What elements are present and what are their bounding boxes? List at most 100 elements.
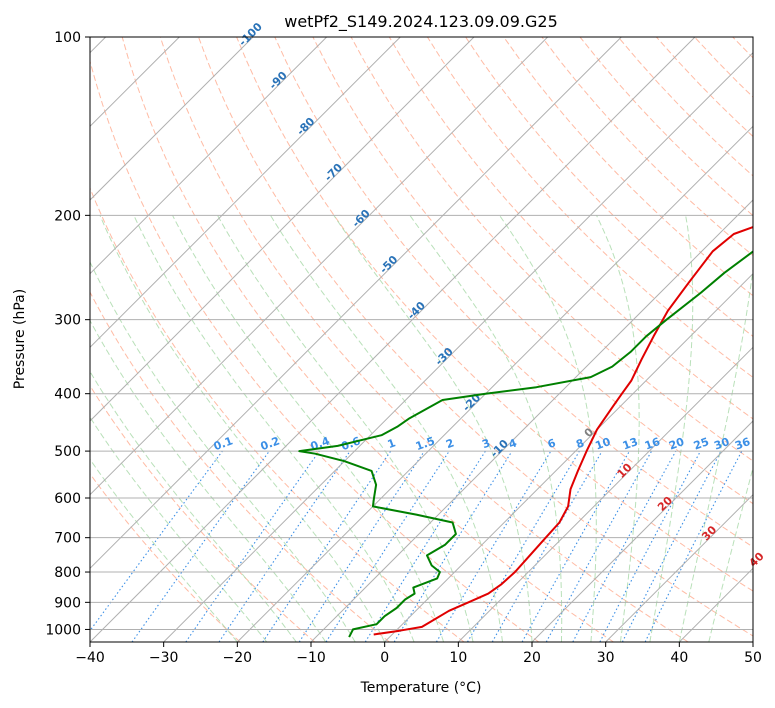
- y-tick-label: 600: [54, 491, 81, 507]
- dry-adiabat: [159, 37, 689, 642]
- mixing-ratio-line: [185, 450, 320, 642]
- x-tick-label: −20: [223, 650, 253, 666]
- isotherm-line: [457, 346, 753, 642]
- isotherm-line: [90, 37, 254, 201]
- mixing-ratio-label: 1: [386, 436, 398, 451]
- moist-adiabat: [708, 466, 753, 642]
- temperature-profile: [373, 226, 753, 636]
- mixing-ratio-label: 0.4: [309, 434, 332, 453]
- moist-adiabat: [172, 215, 445, 642]
- isotherm-label: -80: [294, 115, 317, 138]
- mixing-ratio-label: 30: [712, 435, 731, 453]
- isotherm-line: [605, 493, 753, 642]
- isotherm-label: -100: [236, 20, 265, 49]
- moist-adiabat: [409, 215, 563, 642]
- mixing-ratio-line: [521, 450, 630, 642]
- x-tick-label: 30: [597, 650, 615, 666]
- moist-adiabat: [333, 215, 533, 642]
- mixing-ratio-label: 36: [733, 435, 752, 453]
- profile-lines: [298, 226, 753, 638]
- mixing-ratio-label: 0.1: [212, 434, 235, 453]
- mixing-ratio-label: 20: [667, 435, 686, 453]
- y-tick-label: 400: [54, 387, 81, 403]
- isotherm-line: [90, 37, 328, 275]
- isotherm-line: [384, 272, 753, 642]
- isotherm-label: 20: [655, 494, 675, 514]
- moist-adiabat: [499, 215, 597, 642]
- isotherm-line: [163, 51, 753, 642]
- mixing-ratio-label: 4: [507, 436, 519, 451]
- isotherm-line: [90, 37, 401, 349]
- dry-adiabat: [694, 37, 753, 98]
- x-tick-label: 10: [449, 650, 467, 666]
- y-tick-label: 800: [54, 565, 81, 581]
- isotherm-line: [90, 37, 549, 496]
- mixing-ratio-label: 25: [692, 435, 711, 452]
- moist-adiabat: [678, 265, 753, 642]
- y-tick-label: 700: [54, 531, 81, 547]
- dry-adiabat: [503, 37, 753, 297]
- mixing-ratio-line: [545, 450, 653, 642]
- moist-adiabat: [270, 215, 503, 642]
- y-tick-label: 500: [54, 444, 81, 460]
- y-tick-label: 200: [54, 208, 81, 224]
- mixing-ratio-label: 16: [643, 435, 662, 453]
- mixing-ratio-line: [364, 450, 486, 642]
- isotherm-line: [90, 37, 696, 642]
- moist-adiabat: [596, 215, 640, 642]
- y-axis-title: Pressure (hPa): [12, 289, 28, 389]
- dry-adiabat: [350, 37, 753, 462]
- y-axis: 100 200 300 400 500 600 700 800 900 1000: [45, 30, 90, 638]
- mixing-ratio-label: 13: [621, 435, 640, 452]
- y-tick-label: 1000: [45, 622, 81, 638]
- mixing-ratio-line: [218, 450, 351, 642]
- x-tick-label: 0: [380, 650, 389, 666]
- mixing-ratio-label: 8: [574, 436, 586, 451]
- moist-adiabat: [99, 215, 386, 642]
- isotherm-label: 10: [615, 461, 635, 481]
- dry-adiabat: [771, 37, 775, 642]
- x-tick-label: −30: [149, 650, 179, 666]
- isotherm-label: -50: [377, 253, 400, 276]
- moist-adiabat: [90, 260, 356, 642]
- x-axis-title: Temperature (°C): [360, 680, 482, 696]
- dry-adiabat: [465, 37, 753, 338]
- plot-frame: [89, 36, 754, 643]
- dry-adiabat: [388, 37, 753, 420]
- mixing-ratio-line: [467, 450, 580, 642]
- isotherm-label: -30: [433, 345, 456, 368]
- dry-adiabat: [426, 37, 753, 378]
- mixing-ratio-label: 6: [546, 436, 558, 451]
- moist-adiabat: [90, 458, 238, 642]
- mixing-ratio-label: 2: [444, 436, 456, 451]
- dewpoint-profile: [298, 250, 753, 638]
- x-tick-label: 20: [523, 650, 541, 666]
- isotherm-line: [90, 37, 475, 422]
- background-lines: [90, 37, 775, 642]
- moist-adiabat: [217, 215, 474, 642]
- x-axis: −40 −30 −20 −10 0 10 20 30 40 50: [75, 642, 762, 666]
- mixing-ratio-line: [572, 450, 677, 642]
- dry-adiabat: [121, 37, 614, 642]
- moist-adiabat: [90, 416, 268, 642]
- mixing-ratio-label: 3: [480, 436, 492, 451]
- mixing-ratio-line: [325, 450, 450, 642]
- y-tick-label: 100: [54, 30, 81, 46]
- isotherm-label: -70: [322, 161, 345, 184]
- mixing-ratio-line: [298, 450, 425, 642]
- chart-title: wetPf2_S149.2024.123.09.09.G25: [284, 12, 558, 32]
- dry-adiabat: [541, 37, 753, 257]
- mixing-ratio-line: [262, 450, 392, 642]
- mixing-ratio-label: 0.6: [340, 434, 363, 453]
- isotherm-label: -40: [405, 299, 428, 322]
- dry-adiabat: [274, 37, 753, 548]
- dry-adiabat: [90, 384, 316, 642]
- x-tick-label: 40: [670, 650, 688, 666]
- moist-adiabat: [133, 215, 415, 642]
- isotherm-line: [531, 420, 753, 642]
- moist-adiabat: [90, 319, 327, 642]
- x-tick-label: 50: [744, 650, 762, 666]
- isotherm-label: 40: [747, 549, 767, 569]
- dry-adiabat: [90, 472, 241, 642]
